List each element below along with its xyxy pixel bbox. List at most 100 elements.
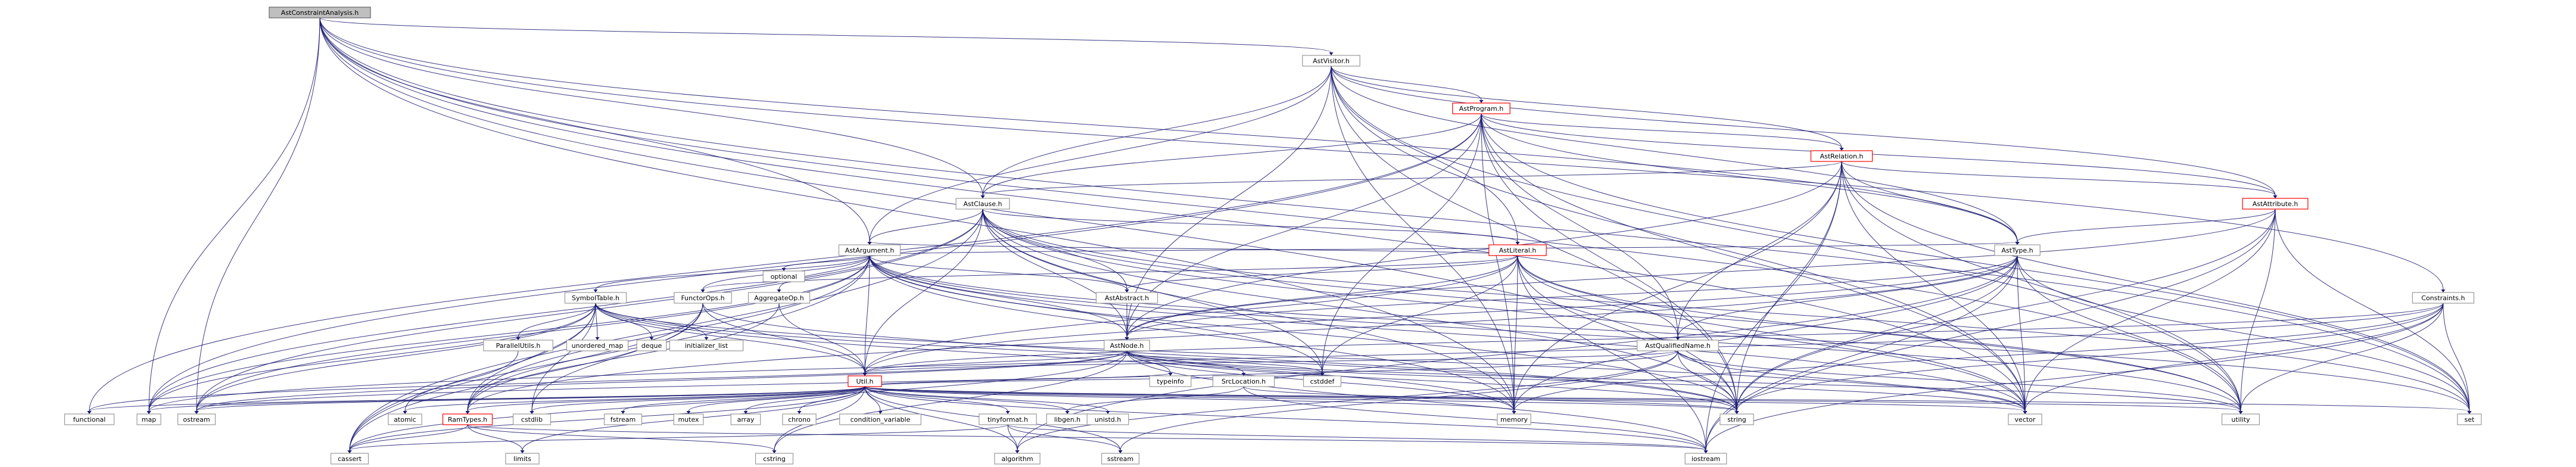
node-iostream[interactable]: iostream xyxy=(1684,453,1727,465)
node-atomic[interactable]: atomic xyxy=(388,413,422,425)
node-symboltable[interactable]: SymbolTable.h xyxy=(564,292,627,304)
edge-arrowhead xyxy=(1515,242,1520,245)
edge-attribute-to-vector xyxy=(2024,208,2276,412)
edge-arrowhead xyxy=(781,268,786,271)
edge-symboltable-to-map xyxy=(148,303,596,412)
edge-arrowhead xyxy=(1125,289,1129,292)
node-initializer-list[interactable]: initializer_list xyxy=(669,340,744,351)
node-parallelutils[interactable]: ParallelUtils.h xyxy=(483,340,553,351)
node-mutex[interactable]: mutex xyxy=(673,413,704,425)
node-constraints[interactable]: Constraints.h xyxy=(2412,292,2475,304)
node-literal[interactable]: AstLiteral.h xyxy=(1488,244,1547,256)
node-optional[interactable]: optional xyxy=(762,270,805,282)
node-cstring[interactable]: cstring xyxy=(755,453,794,465)
edge-visitor-to-program xyxy=(1331,66,1482,101)
node-clause[interactable]: AstClause.h xyxy=(955,198,1010,210)
node-deque[interactable]: deque xyxy=(636,340,667,351)
node-label: limits xyxy=(513,455,531,463)
node-type[interactable]: AstType.h xyxy=(1994,244,2041,256)
node-set[interactable]: set xyxy=(2457,413,2482,425)
node-functional[interactable]: functional xyxy=(64,413,115,425)
node-argument[interactable]: AstArgument.h xyxy=(838,244,901,256)
node-visitor[interactable]: AstVisitor.h xyxy=(1302,55,1360,67)
node-label: mutex xyxy=(678,416,699,424)
node-array[interactable]: array xyxy=(730,413,761,425)
edge-arrowhead xyxy=(862,373,867,376)
edge-constraints-to-set xyxy=(2443,303,2470,412)
edge-arrowhead xyxy=(1118,450,1123,453)
edge-relation-to-memory xyxy=(1513,161,1842,412)
edge-program-to-relation xyxy=(1481,113,1842,148)
edge-visitor-to-relation xyxy=(1331,66,1842,148)
node-typeinfo[interactable]: typeinfo xyxy=(1149,375,1192,387)
node-label: SrcLocation.h xyxy=(1222,378,1266,385)
node-box xyxy=(979,413,1037,425)
node-box xyxy=(1637,340,1719,351)
node-label: AstQualifiedName.h xyxy=(1645,342,1711,350)
node-box xyxy=(673,413,704,425)
node-memory[interactable]: memory xyxy=(1497,413,1531,425)
edge-util-to-utility xyxy=(864,386,2241,412)
edge-program-to-functional xyxy=(89,113,1482,412)
node-box xyxy=(1452,102,1510,114)
node-functorops[interactable]: FunctorOps.h xyxy=(674,292,732,304)
edge-util-to-ramtypes xyxy=(467,386,865,412)
node-cassert[interactable]: cassert xyxy=(330,453,369,465)
node-root[interactable]: AstConstraintAnalysis.h xyxy=(269,7,371,18)
node-util[interactable]: Util.h xyxy=(848,375,882,387)
edge-srclocation-to-libgen xyxy=(1067,386,1244,412)
node-limits[interactable]: limits xyxy=(505,453,540,465)
edge-astnode-to-ostream xyxy=(196,350,1127,412)
edge-arrowhead xyxy=(1479,100,1484,103)
node-utility[interactable]: utility xyxy=(2221,413,2260,425)
edge-arrowhead xyxy=(465,411,470,414)
node-astnode[interactable]: AstNode.h xyxy=(1104,340,1150,351)
node-srclocation[interactable]: SrcLocation.h xyxy=(1212,375,1275,387)
edge-arrowhead xyxy=(1512,411,1516,414)
edge-literal-to-cstddef xyxy=(1322,255,1518,373)
edge-arrowhead xyxy=(1675,337,1680,340)
node-label: AstProgram.h xyxy=(1459,105,1503,113)
edge-arrowhead xyxy=(1005,411,1010,414)
node-label: iostream xyxy=(1692,455,1720,463)
node-box xyxy=(1086,413,1129,425)
node-chrono[interactable]: chrono xyxy=(782,413,817,425)
edge-literal-to-memory xyxy=(1513,255,1518,412)
edge-arrowhead xyxy=(777,289,781,292)
edge-util-to-cstdlib xyxy=(531,386,865,412)
node-map[interactable]: map xyxy=(136,413,161,425)
node-cstddef[interactable]: cstddef xyxy=(1303,375,1342,387)
node-ostream[interactable]: ostream xyxy=(177,413,216,425)
node-qualifiedname[interactable]: AstQualifiedName.h xyxy=(1637,340,1719,351)
node-vector[interactable]: vector xyxy=(2008,413,2042,425)
edge-arrowhead xyxy=(649,337,654,340)
node-aggregateop[interactable]: AggregateOp.h xyxy=(747,292,811,304)
edge-ramtypes-to-limits xyxy=(467,424,523,451)
node-abstract[interactable]: AstAbstract.h xyxy=(1095,292,1158,304)
node-fstream[interactable]: fstream xyxy=(603,413,643,425)
node-string[interactable]: string xyxy=(1720,413,1754,425)
node-tinyformat[interactable]: tinyformat.h xyxy=(979,413,1037,425)
node-label: SymbolTable.h xyxy=(572,294,619,302)
node-program[interactable]: AstProgram.h xyxy=(1452,102,1510,114)
node-ramtypes[interactable]: RamTypes.h xyxy=(442,413,493,425)
edge-symboltable-to-memory xyxy=(595,303,1515,412)
node-box xyxy=(483,340,553,351)
node-unistd[interactable]: unistd.h xyxy=(1086,413,1129,425)
node-sstream[interactable]: sstream xyxy=(1101,453,1140,465)
node-box xyxy=(1684,453,1727,465)
edge-tinyformat-to-sstream xyxy=(1007,424,1121,451)
node-unordered-map[interactable]: unordered_map xyxy=(566,340,629,351)
node-libgen[interactable]: libgen.h xyxy=(1046,413,1089,425)
node-relation[interactable]: AstRelation.h xyxy=(1810,150,1873,162)
edge-qualifiedname-to-vector xyxy=(1677,350,2026,412)
edge-functorops-to-string xyxy=(702,303,1737,412)
edge-attribute-to-iostream xyxy=(1705,208,2276,451)
edge-attribute-to-utility xyxy=(2240,208,2276,412)
edge-util-to-unistd xyxy=(864,386,1108,412)
node-label: AstLiteral.h xyxy=(1499,247,1537,254)
node-algorithm[interactable]: algorithm xyxy=(994,453,1041,465)
node-condition-variable[interactable]: condition_variable xyxy=(839,413,921,425)
node-attribute[interactable]: AstAttribute.h xyxy=(2242,198,2309,210)
node-cstdlib[interactable]: cstdlib xyxy=(512,413,552,425)
